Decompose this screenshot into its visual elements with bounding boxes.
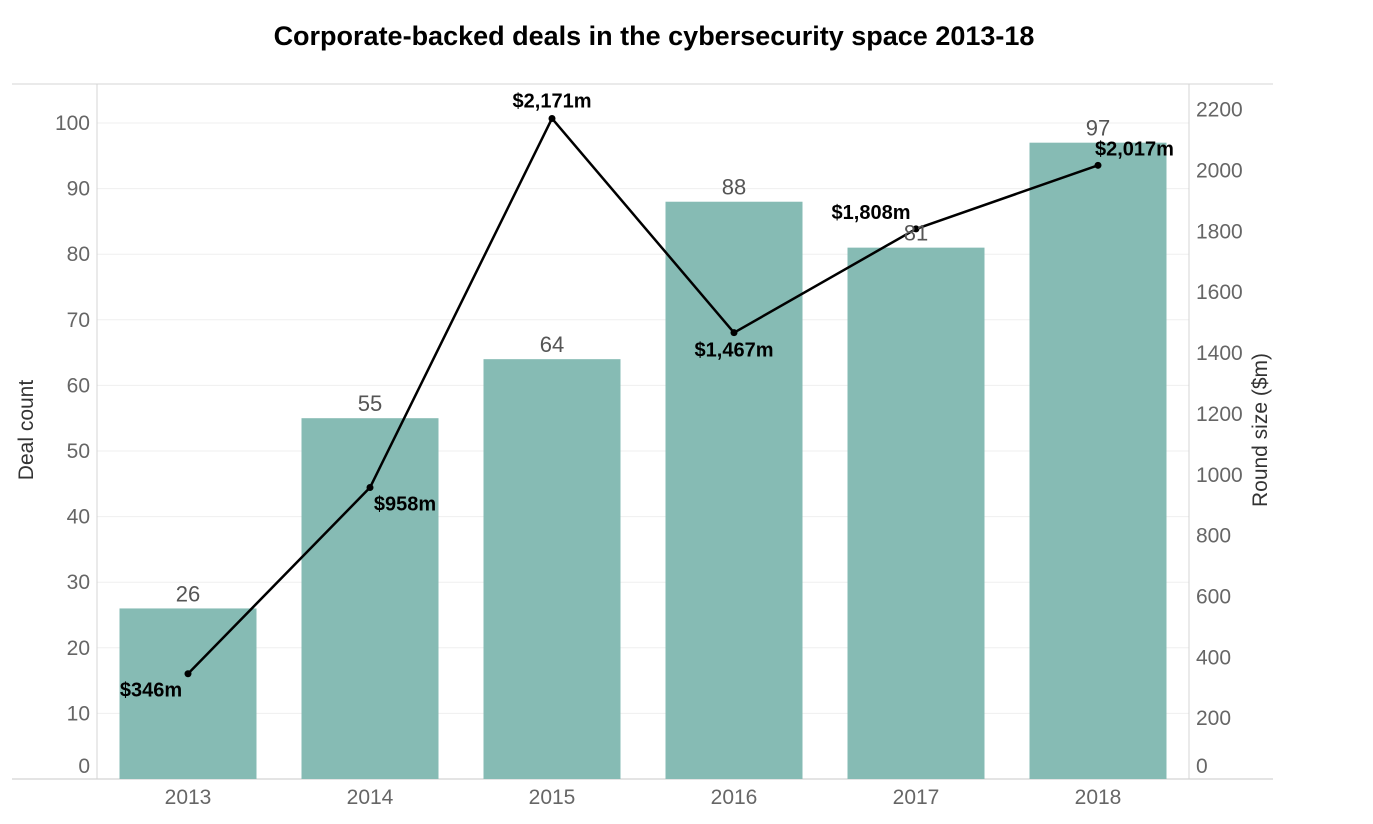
line-point <box>366 484 374 492</box>
bar <box>301 418 439 779</box>
y-right-tick-label: 600 <box>1196 585 1231 608</box>
line-value-label: $2,171m <box>513 90 592 112</box>
x-tick-label: 2018 <box>1075 786 1122 809</box>
bar-series <box>119 142 1167 780</box>
bar <box>1029 142 1167 779</box>
bar-value-label: 97 <box>1086 116 1110 141</box>
bar <box>665 201 803 780</box>
y-right-tick-label: 800 <box>1196 525 1231 548</box>
y-right-tick-label: 400 <box>1196 646 1231 669</box>
x-tick-label: 2013 <box>165 786 212 809</box>
gridlines <box>97 122 1189 714</box>
y-axis-right-title: Round size ($m) <box>1249 353 1272 507</box>
bar <box>119 608 257 779</box>
line-point <box>912 225 920 233</box>
bar <box>847 247 985 779</box>
bar-value-label: 81 <box>904 221 928 246</box>
line-point <box>548 114 556 122</box>
y-right-tick-label: 1800 <box>1196 220 1243 243</box>
y-left-tick-label: 60 <box>67 374 90 397</box>
chart-title: Corporate-backed deals in the cybersecur… <box>274 21 1035 51</box>
axes: 0102030405060708090100020040060080010001… <box>55 99 1243 809</box>
y-left-tick-label: 100 <box>55 112 90 135</box>
y-left-tick-label: 30 <box>67 571 90 594</box>
y-left-tick-label: 0 <box>78 755 90 778</box>
y-right-tick-label: 0 <box>1196 755 1208 778</box>
line-point <box>730 329 738 337</box>
bar-value-label: 26 <box>176 581 200 606</box>
y-right-tick-label: 1600 <box>1196 281 1243 304</box>
y-left-tick-label: 40 <box>67 506 90 529</box>
round-size-line <box>187 117 1099 675</box>
y-right-tick-label: 2200 <box>1196 99 1243 122</box>
x-tick-label: 2014 <box>347 786 394 809</box>
y-left-tick-label: 80 <box>67 243 90 266</box>
bar <box>483 359 621 779</box>
y-left-tick-label: 90 <box>67 178 90 201</box>
line-value-label: $2,017m <box>1095 138 1174 160</box>
line-value-label: $1,467m <box>695 340 774 362</box>
bar-value-label: 55 <box>358 391 382 416</box>
data-labels: 26 55 64 88 81 97 $346m $958m $2,171m $1,467m $1,8… <box>120 90 1174 701</box>
y-left-tick-label: 70 <box>67 309 90 332</box>
bar-value-label: 88 <box>722 175 746 200</box>
line-point <box>1094 161 1102 169</box>
x-tick-label: 2017 <box>893 786 940 809</box>
y-right-tick-label: 200 <box>1196 707 1231 730</box>
y-right-tick-label: 2000 <box>1196 160 1243 183</box>
y-right-tick-label: 1200 <box>1196 403 1243 426</box>
line-value-label: $958m <box>374 494 436 516</box>
y-left-tick-label: 10 <box>67 702 90 725</box>
line-value-label: $1,808m <box>832 202 911 224</box>
x-tick-label: 2016 <box>711 786 758 809</box>
y-axis-left-title: Deal count <box>15 380 38 481</box>
y-left-tick-label: 20 <box>67 637 90 660</box>
x-tick-label: 2015 <box>529 786 576 809</box>
y-right-tick-label: 1000 <box>1196 464 1243 487</box>
line-value-label: $346m <box>120 680 182 702</box>
line-series <box>184 114 1102 678</box>
y-right-tick-label: 1400 <box>1196 342 1243 365</box>
bar-value-label: 64 <box>540 332 564 357</box>
y-left-tick-label: 50 <box>67 440 90 463</box>
line-point <box>184 670 192 678</box>
